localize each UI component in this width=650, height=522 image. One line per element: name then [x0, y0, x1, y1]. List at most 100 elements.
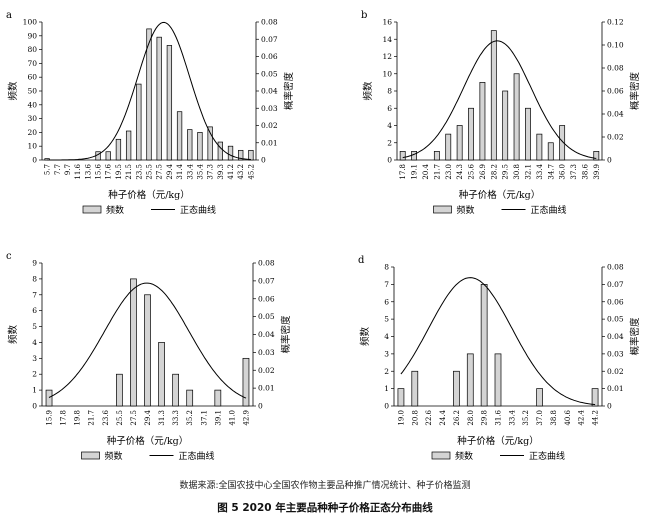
- chart-panel-a: a 0 10 20 30 40 50 60 70 80 90 100 0 0.01 0.02 0.03 0.04…: [6, 10, 295, 216]
- bar: [197, 132, 203, 161]
- bar: [45, 389, 53, 407]
- x-tick-label: 20.4: [422, 163, 430, 179]
- x-tick-label: 22.6: [425, 409, 433, 425]
- x-tick-label: 25.6: [468, 163, 476, 179]
- y2-axis-title: 概率密度: [283, 72, 295, 111]
- y2-tick-label: 0.06: [607, 297, 624, 306]
- bar: [248, 149, 254, 161]
- y2-tick-label: 0.08: [607, 263, 624, 272]
- x-tick-label: 42.9: [242, 410, 250, 426]
- y2-tick-label: 0.01: [258, 384, 275, 393]
- legend-bar-label: 频数: [457, 204, 475, 216]
- y-axis-title: 频数: [362, 81, 374, 101]
- x-tick-label: 19.8: [74, 410, 82, 426]
- y2-tick-label: 0: [607, 402, 612, 411]
- bar: [411, 370, 419, 407]
- x-tick-label: 38.6: [581, 163, 589, 179]
- y-tick-label: 10: [382, 69, 392, 78]
- y-tick-label: 100: [23, 18, 38, 27]
- y2-axis-title: 概率密度: [629, 72, 641, 111]
- x-tick-label: 32.1: [524, 164, 532, 180]
- x-tick-label: 29.8: [481, 410, 489, 426]
- bar: [144, 294, 151, 407]
- bar: [238, 149, 244, 161]
- bar: [242, 357, 250, 407]
- figure-caption: 图 5 2020 年主要品种种子价格正态分布曲线: [217, 502, 433, 514]
- x-tick-label: 31.6: [495, 409, 503, 425]
- x-tick-label: 31.3: [158, 410, 166, 426]
- bar: [536, 388, 543, 407]
- panel-label: d: [358, 255, 365, 266]
- x-tick-label: 33.4: [186, 163, 194, 179]
- y2-tick-label: 0.08: [258, 259, 275, 268]
- x-tick-label: 40.6: [564, 409, 572, 425]
- bar: [591, 388, 599, 407]
- x-tick-label: 33.4: [508, 409, 516, 425]
- legend-bar-label: 频数: [106, 204, 124, 216]
- bar: [433, 151, 440, 161]
- y-tick-label: 10: [27, 142, 37, 151]
- bar: [176, 111, 183, 161]
- y-tick-label: 3: [384, 349, 389, 358]
- figure-source-note: 数据来源:全国农技中心全国农作物主要品种推广情况统计、种子价格监测: [179, 481, 471, 491]
- legend-bar-swatch: [81, 451, 100, 460]
- x-tick-label: 9.7: [64, 164, 72, 175]
- y-tick-label: 6: [384, 297, 389, 306]
- y2-tick-label: 0.07: [261, 35, 278, 44]
- y2-tick-label: 0.04: [258, 330, 275, 339]
- y-tick-label: 1: [384, 384, 389, 393]
- bar: [513, 73, 520, 161]
- y-tick-label: 5: [384, 315, 389, 324]
- chart-panel-c: c 0 1 2 3 4 5 6 7 8 9 0 0.01 0.02 0.03 0.04 0.05 0.06 0.07…: [6, 251, 292, 462]
- x-tick-label: 23.6: [102, 409, 110, 425]
- y-tick-label: 7: [32, 290, 37, 299]
- x-tick-label: 15.6: [95, 163, 103, 179]
- x-tick-label: 27.5: [130, 410, 138, 426]
- x-tick-label: 38.8: [550, 410, 558, 426]
- panel-label: b: [361, 10, 367, 21]
- x-tick-label: 24.4: [439, 409, 447, 425]
- x-tick-label: 37.3: [207, 164, 215, 180]
- x-tick-label: 34.7: [547, 164, 555, 180]
- x-tick-label: 35.2: [522, 410, 530, 426]
- y2-tick-label: 0.04: [261, 87, 278, 96]
- x-tick-label: 37.0: [536, 410, 544, 426]
- y-tick-label: 16: [382, 18, 392, 27]
- y-tick-label: 5: [32, 322, 37, 331]
- y-tick-label: 4: [32, 338, 37, 347]
- x-tick-label: 26.9: [479, 164, 487, 180]
- y2-tick-label: 0.01: [261, 138, 278, 147]
- y-tick-label: 4: [384, 332, 389, 341]
- y2-tick-label: 0.06: [607, 87, 624, 96]
- x-tick-label: 26.2: [453, 410, 461, 426]
- y-tick-label: 80: [27, 45, 37, 54]
- normal-curve-line: [402, 40, 597, 159]
- normal-curve-line: [48, 282, 247, 399]
- panel-label: a: [6, 10, 12, 21]
- x-tick-label: 25.5: [146, 164, 154, 180]
- y-tick-label: 90: [27, 31, 37, 40]
- bar: [453, 370, 460, 407]
- x-tick-label: 36.0: [559, 164, 567, 180]
- normal-curve-line: [400, 277, 596, 406]
- chart-panel-b: b 0 2 4 6 8 10 12 14 16 0 0.02 0.04 0.06 0.08 0.10 0.12 1…: [361, 10, 641, 216]
- y-tick-label: 2: [387, 138, 392, 147]
- y2-tick-label: 0.03: [258, 348, 275, 357]
- x-tick-label: 39.3: [217, 164, 225, 180]
- legend-line-label: 正态曲线: [180, 204, 216, 216]
- bar: [156, 36, 162, 161]
- x-tick-label: 27.5: [156, 164, 164, 180]
- y2-tick-label: 0: [607, 156, 612, 165]
- y-tick-label: 50: [27, 87, 37, 96]
- x-tick-label: 25.5: [116, 410, 124, 426]
- bar: [207, 126, 213, 161]
- y2-tick-label: 0.05: [258, 312, 275, 321]
- x-tick-label: 11.6: [74, 163, 82, 179]
- legend-bar-swatch: [431, 451, 451, 460]
- x-tick-label: 33.3: [172, 410, 180, 426]
- y-tick-label: 7: [384, 280, 389, 289]
- normal-curve-line: [47, 21, 251, 161]
- x-tick-label: 15.9: [46, 410, 54, 426]
- y-axis-title: 频数: [7, 81, 19, 101]
- bar: [411, 151, 417, 161]
